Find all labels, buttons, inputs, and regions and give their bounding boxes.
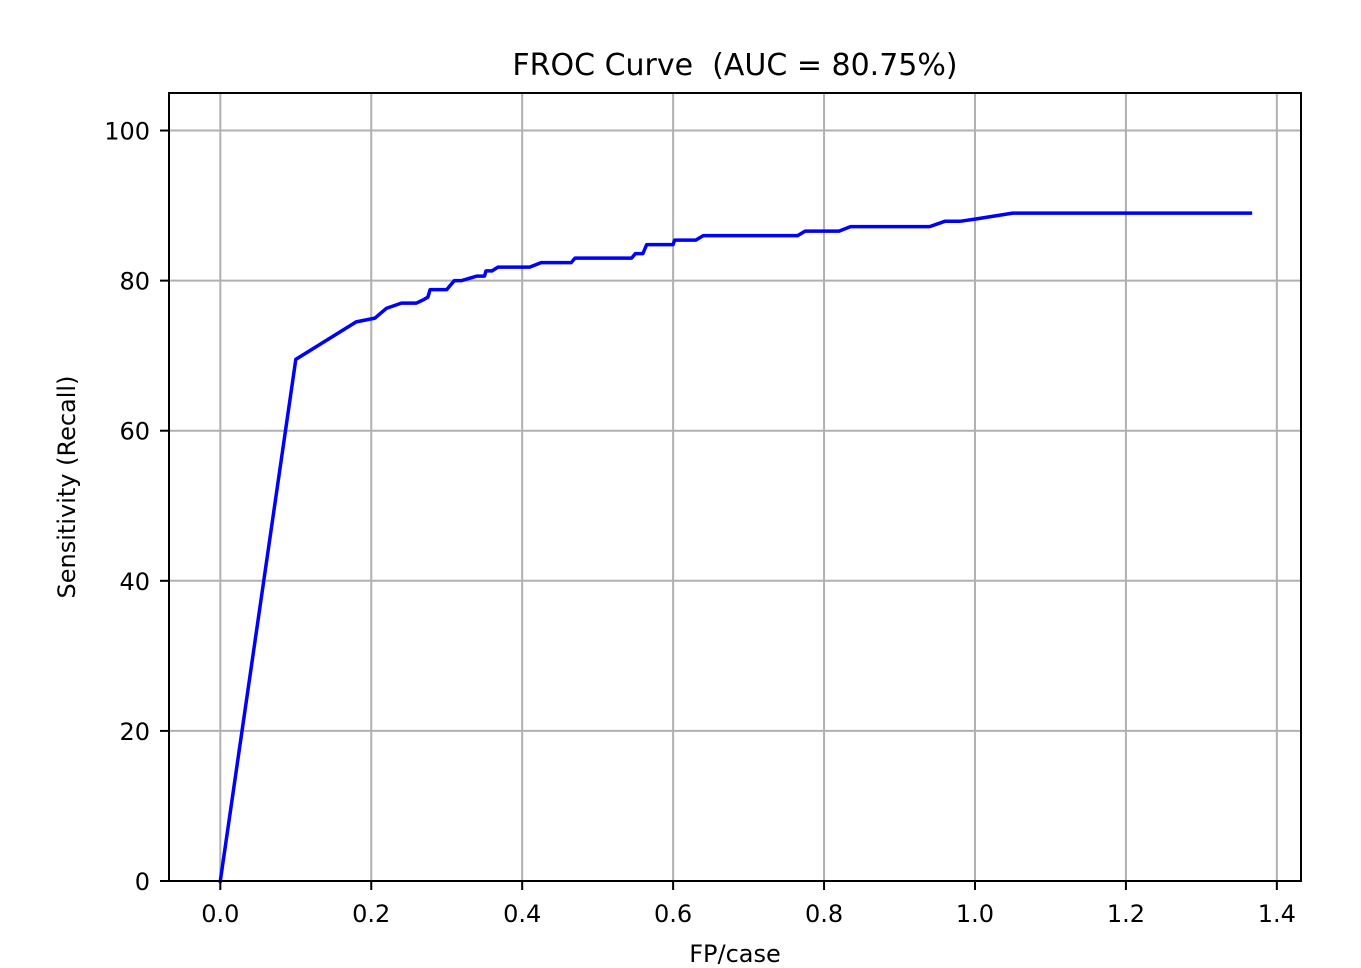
x-tick-labels: 0.0 0.2 0.4 0.6 0.8 1.0 1.2 1.4 — [201, 900, 1296, 928]
y-tick-label: 20 — [119, 718, 150, 746]
y-tick-label: 60 — [119, 418, 150, 446]
grid-lines — [169, 93, 1301, 882]
x-tick-label: 0.2 — [352, 900, 390, 928]
x-axis-label: FP/case — [689, 940, 781, 964]
x-tick-label: 1.4 — [1258, 900, 1296, 928]
chart-title: FROC Curve (AUC = 80.75%) — [512, 48, 957, 83]
y-tick-label: 0 — [135, 868, 150, 896]
x-tick-label: 0.6 — [654, 900, 692, 928]
y-axis-label: Sensitivity (Recall) — [53, 376, 81, 599]
x-tick-label: 0.0 — [201, 900, 239, 928]
x-tick-label: 1.0 — [956, 900, 994, 928]
series-layer — [218, 211, 1253, 883]
y-tick-labels: 0 20 40 60 80 100 — [104, 118, 150, 896]
y-tick-label: 80 — [119, 268, 150, 296]
froc-curve-line — [218, 211, 1253, 883]
tick-marks — [160, 129, 1278, 890]
x-tick-label: 0.8 — [805, 900, 843, 928]
plot-frame — [168, 92, 1302, 882]
x-tick-label: 0.4 — [503, 900, 541, 928]
y-tick-label: 100 — [104, 118, 150, 146]
x-tick-label: 1.2 — [1107, 900, 1145, 928]
y-tick-label: 40 — [119, 568, 150, 596]
